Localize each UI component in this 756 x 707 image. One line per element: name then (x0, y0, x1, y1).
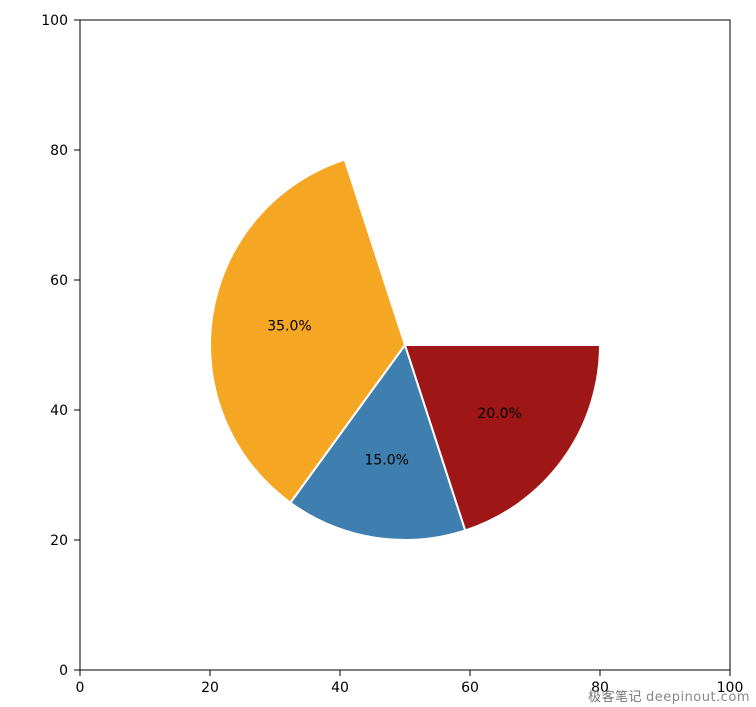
watermark-en: deepinout.com (646, 690, 750, 705)
ytick-label: 40 (50, 403, 68, 419)
ytick-label: 80 (50, 143, 68, 159)
xtick-label: 60 (461, 680, 479, 696)
pie-label-orange: 35.0% (267, 319, 311, 335)
ytick-label: 60 (50, 273, 68, 289)
xtick-label: 20 (201, 680, 219, 696)
ytick-label: 20 (50, 533, 68, 549)
ytick-label: 0 (59, 663, 68, 679)
pie-label-red: 20.0% (477, 406, 521, 422)
ytick-label: 100 (41, 13, 68, 29)
figure: 02040608010002040608010035.0%15.0%20.0% … (0, 0, 756, 707)
pie-label-blue: 15.0% (364, 453, 408, 469)
xtick-label: 40 (331, 680, 349, 696)
xtick-label: 0 (76, 680, 85, 696)
watermark: 极客笔记 deepinout.com (588, 686, 750, 705)
watermark-cn: 极客笔记 (588, 690, 642, 705)
chart-svg: 02040608010002040608010035.0%15.0%20.0% (0, 0, 756, 707)
